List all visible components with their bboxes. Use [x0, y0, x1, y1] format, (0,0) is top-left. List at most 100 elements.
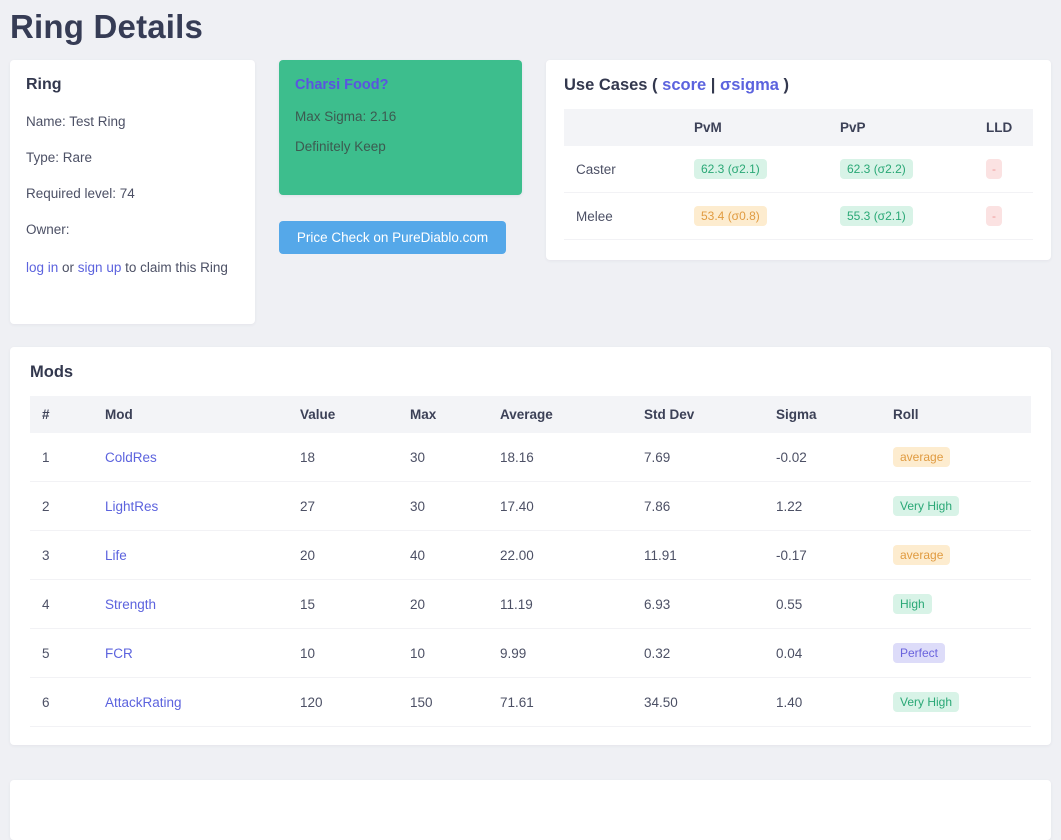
mod-max: 30: [398, 481, 488, 531]
score-badge-pvp: 62.3 (σ2.2): [840, 159, 913, 179]
roll-badge: Very High: [893, 496, 960, 516]
mod-num: 4: [30, 579, 93, 629]
use-case-name: Caster: [564, 146, 682, 193]
verdict-line: Definitely Keep: [295, 139, 386, 154]
score-badge-pvp: 55.3 (σ2.1): [840, 206, 913, 226]
mod-link[interactable]: Strength: [105, 596, 157, 612]
ring-type-line: Type: Rare: [26, 150, 93, 165]
mod-row: 5 FCR 10 10 9.99 0.32 0.04 Perfect: [30, 628, 1031, 678]
top-section: Ring Name: Test Ring Type: Rare Required…: [0, 60, 1061, 324]
mod-link[interactable]: FCR: [105, 645, 133, 661]
mod-sigma: 0.55: [764, 579, 881, 629]
claim-line: log in or sign up to claim this Ring: [26, 258, 239, 278]
mod-num: 6: [30, 677, 93, 727]
mod-num: 3: [30, 530, 93, 580]
mod-sigma: -0.17: [764, 530, 881, 580]
mod-average: 9.99: [488, 628, 632, 678]
score-link[interactable]: score: [662, 76, 707, 94]
mod-value: 18: [288, 433, 398, 482]
mod-max: 30: [398, 433, 488, 482]
mod-stddev: 0.32: [632, 628, 764, 678]
ring-owner-label: Owner:: [26, 222, 70, 237]
mods-col-stddev: Std Dev: [632, 396, 764, 433]
use-case-row-caster: Caster 62.3 (σ2.1) 62.3 (σ2.2) -: [564, 146, 1033, 193]
mods-card: Mods # Mod Value Max Average Std Dev Sig…: [10, 347, 1051, 745]
roll-badge: Perfect: [893, 643, 946, 663]
mod-stddev: 7.86: [632, 481, 764, 531]
sign-up-link[interactable]: sign up: [77, 260, 122, 275]
score-badge-lld: -: [986, 206, 1002, 226]
mod-link[interactable]: ColdRes: [105, 449, 157, 465]
mod-average: 11.19: [488, 579, 632, 629]
mod-max: 40: [398, 530, 488, 580]
mod-num: 2: [30, 481, 93, 531]
mod-row: 4 Strength 15 20 11.19 6.93 0.55 High: [30, 579, 1031, 629]
mod-sigma: 1.22: [764, 481, 881, 531]
mods-col-roll: Roll: [881, 396, 1031, 433]
mods-col-mod: Mod: [93, 396, 288, 433]
use-cases-table-header: PvM PvP LLD: [564, 109, 1033, 146]
price-check-button[interactable]: Price Check on PureDiablo.com: [279, 221, 506, 254]
use-case-name: Melee: [564, 192, 682, 240]
charsi-food-link[interactable]: Charsi Food?: [295, 77, 389, 93]
mod-value: 10: [288, 628, 398, 678]
use-cases-title-suffix: ): [778, 76, 790, 94]
claim-text: to claim this Ring: [121, 260, 228, 275]
ring-required-level-line: Required level: 74: [26, 186, 135, 201]
mod-row: 6 AttackRating 120 150 71.61 34.50 1.40 …: [30, 677, 1031, 727]
mod-max: 10: [398, 628, 488, 678]
roll-badge: average: [893, 447, 951, 467]
or-text: or: [58, 260, 78, 275]
mod-num: 5: [30, 628, 93, 678]
mod-row: 3 Life 20 40 22.00 11.91 -0.17 average: [30, 530, 1031, 580]
use-cases-col-lld: LLD: [974, 109, 1033, 146]
mod-average: 71.61: [488, 677, 632, 727]
mods-title: Mods: [30, 363, 74, 381]
next-section-card: [10, 780, 1051, 840]
mod-link[interactable]: LightRes: [105, 498, 159, 514]
mod-value: 27: [288, 481, 398, 531]
ring-card-title: Ring: [26, 76, 62, 93]
mod-average: 17.40: [488, 481, 632, 531]
use-cases-col-pvm: PvM: [682, 109, 828, 146]
page-title: Ring Details: [10, 8, 204, 45]
mod-max: 150: [398, 677, 488, 727]
mod-sigma: -0.02: [764, 433, 881, 482]
use-cases-title-prefix: Use Cases (: [564, 76, 663, 94]
mods-col-max: Max: [398, 396, 488, 433]
use-cases-title: Use Cases ( score | σsigma ): [564, 76, 1033, 95]
log-in-link[interactable]: log in: [26, 260, 59, 275]
mods-col-average: Average: [488, 396, 632, 433]
mod-row: 2 LightRes 27 30 17.40 7.86 1.22 Very Hi…: [30, 481, 1031, 531]
mods-col-sigma: Sigma: [764, 396, 881, 433]
mod-sigma: 0.04: [764, 628, 881, 678]
sigma-link[interactable]: σsigma: [719, 76, 779, 94]
verdict-column: Charsi Food? Max Sigma: 2.16 Definitely …: [279, 60, 522, 254]
mod-stddev: 34.50: [632, 677, 764, 727]
mods-table-header: # Mod Value Max Average Std Dev Sigma Ro…: [30, 396, 1031, 433]
mod-link[interactable]: Life: [105, 547, 127, 563]
mod-max: 20: [398, 579, 488, 629]
mod-stddev: 6.93: [632, 579, 764, 629]
max-sigma-line: Max Sigma: 2.16: [295, 109, 397, 124]
roll-badge: High: [893, 594, 932, 614]
score-badge-pvm: 62.3 (σ2.1): [694, 159, 767, 179]
use-cases-title-separator: |: [706, 76, 720, 94]
score-badge-lld: -: [986, 159, 1002, 179]
use-cases-col-pvp: PvP: [828, 109, 974, 146]
score-badge-pvm: 53.4 (σ0.8): [694, 206, 767, 226]
mod-link[interactable]: AttackRating: [105, 694, 182, 710]
use-cases-card: Use Cases ( score | σsigma ) PvM PvP LLD…: [546, 60, 1051, 260]
mod-stddev: 11.91: [632, 530, 764, 580]
roll-badge: Very High: [893, 692, 960, 712]
mod-row: 1 ColdRes 18 30 18.16 7.69 -0.02 average: [30, 433, 1031, 482]
mod-stddev: 7.69: [632, 433, 764, 482]
mods-col-value: Value: [288, 396, 398, 433]
mod-average: 22.00: [488, 530, 632, 580]
ring-name-line: Name: Test Ring: [26, 114, 126, 129]
mod-value: 20: [288, 530, 398, 580]
mods-col-num: #: [30, 396, 93, 433]
ring-card: Ring Name: Test Ring Type: Rare Required…: [10, 60, 255, 324]
use-cases-col-name: [564, 109, 682, 146]
mod-average: 18.16: [488, 433, 632, 482]
